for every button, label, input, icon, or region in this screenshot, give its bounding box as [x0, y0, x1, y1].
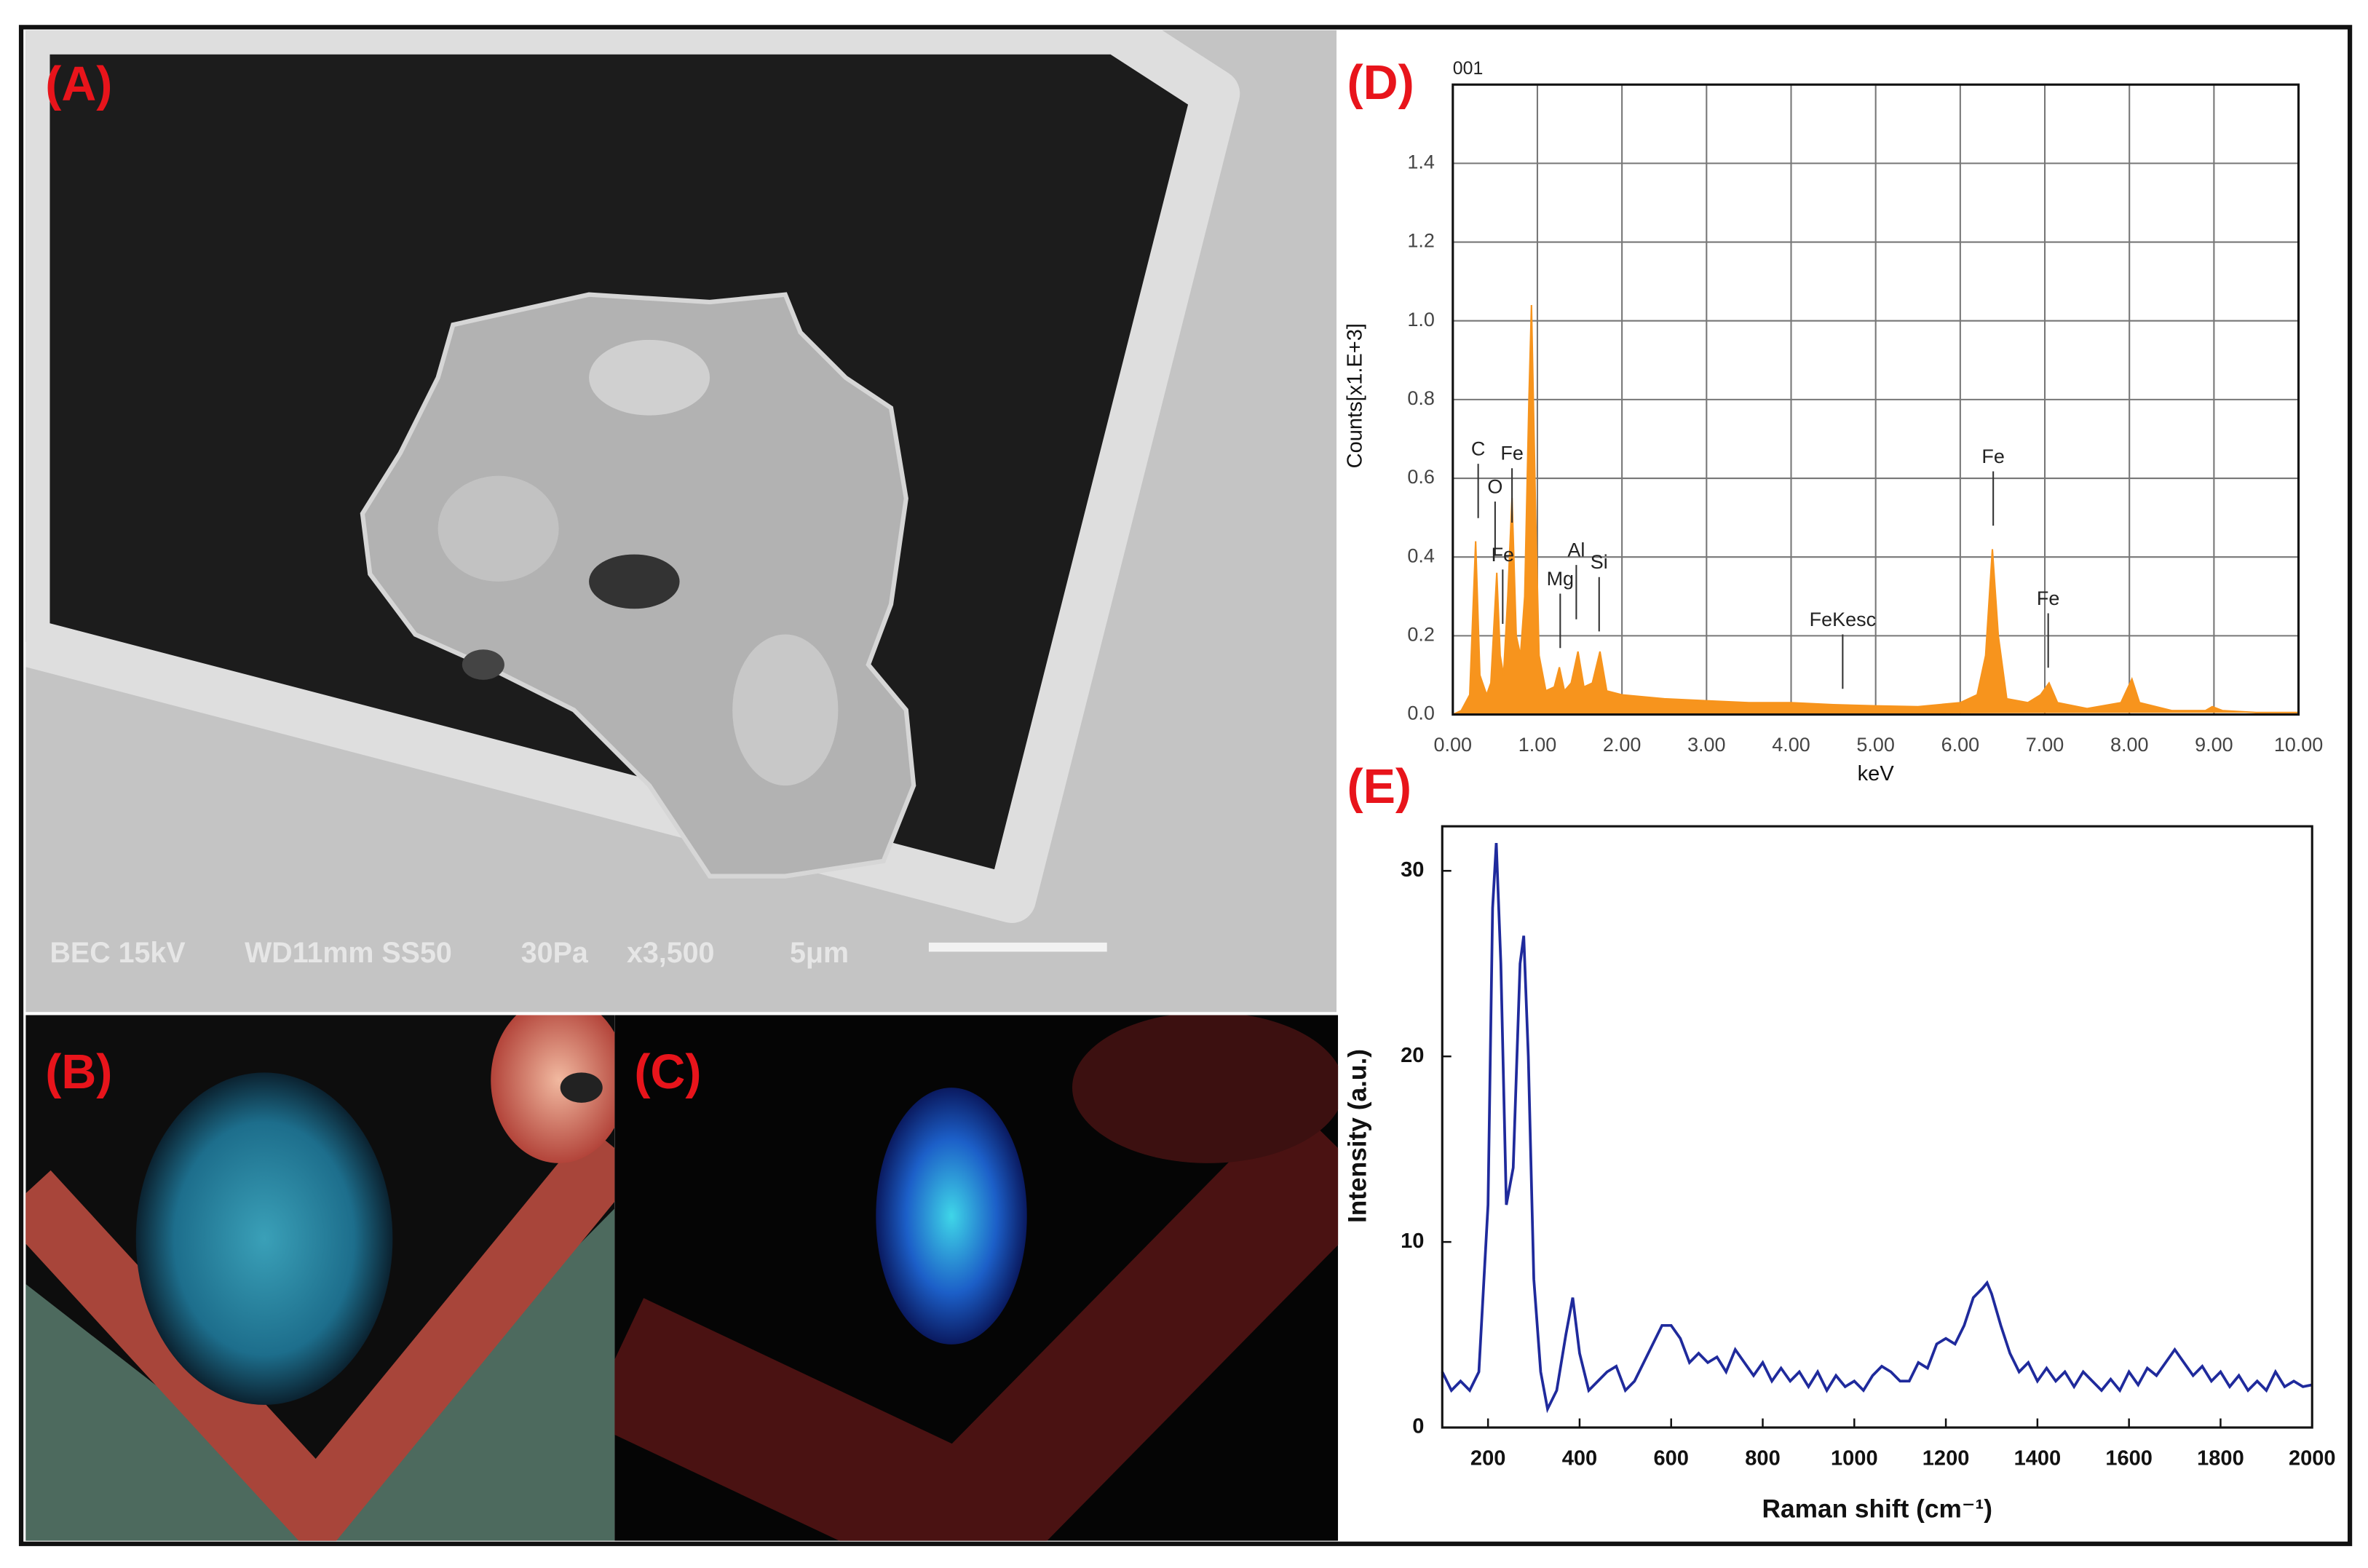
x-tick-label: 1200 — [1922, 1446, 1970, 1470]
x-axis-label: Raman shift (cm⁻¹) — [1762, 1494, 1992, 1523]
x-tick-label: 1400 — [2014, 1446, 2062, 1470]
x-tick-label: 2.00 — [1603, 734, 1641, 756]
sem-grain — [437, 475, 559, 582]
optical-grid-corner — [491, 1015, 615, 1163]
peak-label: C — [1471, 438, 1485, 460]
plot-frame — [1452, 83, 2300, 716]
optical-image — [25, 1015, 615, 1541]
y-tick-label: 0.2 — [1407, 623, 1434, 645]
y-tick-label: 0 — [1412, 1415, 1424, 1438]
y-tick-label: 10 — [1401, 1230, 1424, 1253]
y-tick-label: 1.0 — [1407, 309, 1434, 330]
peak-label: Fe — [1500, 443, 1523, 464]
x-tick-label: 400 — [1562, 1446, 1597, 1470]
peak-label: Fe — [1492, 544, 1514, 566]
spectrum-line — [1441, 842, 2313, 1414]
x-tick-label: 200 — [1470, 1446, 1505, 1470]
panel-label: (A) — [45, 58, 112, 111]
sem-caption: 30Pa — [521, 937, 589, 969]
y-tick-label: 1.4 — [1407, 151, 1434, 173]
x-tick-label: 1000 — [1831, 1446, 1878, 1470]
panel-label: (C) — [634, 1045, 701, 1099]
panel-label: (D) — [1347, 56, 1414, 110]
peak-label: O — [1487, 475, 1502, 497]
y-axis-label: Counts[x1.E+3] — [1344, 323, 1367, 468]
chart-title: 001 — [1453, 58, 1484, 79]
y-tick-label: 20 — [1401, 1044, 1424, 1067]
x-tick-label: 2000 — [2289, 1446, 2336, 1470]
sem-grain — [589, 339, 710, 416]
sem-caption: 5μm — [790, 937, 849, 969]
optical-particle — [135, 1072, 393, 1405]
y-tick-label: 30 — [1401, 858, 1424, 882]
y-tick-label: 0.8 — [1407, 387, 1434, 409]
fluorescence-grid-bar — [614, 1100, 1339, 1541]
x-axis-label: keV — [1858, 762, 1895, 785]
sem-caption: WD11mm SS50 — [245, 937, 452, 969]
sem-pore — [462, 649, 504, 680]
peak-label: Si — [1591, 551, 1608, 573]
sem-grain — [732, 634, 839, 786]
x-tick-label: 5.00 — [1856, 734, 1894, 756]
x-tick-label: 8.00 — [2110, 734, 2148, 756]
x-tick-label: 600 — [1654, 1446, 1689, 1470]
peak-label: Al — [1567, 539, 1585, 561]
peak-label: FeKesc — [1810, 609, 1876, 630]
peak-label: Fe — [1981, 446, 2004, 467]
y-tick-label: 0.4 — [1407, 545, 1434, 566]
panel-label: (E) — [1347, 760, 1411, 814]
fluorescence-image — [614, 1015, 1339, 1541]
x-tick-label: 1800 — [2197, 1446, 2244, 1470]
sem-image: BEC 15kV WD11mm SS50 30Pa x3,500 5μm — [25, 30, 1337, 1013]
x-tick-label: 7.00 — [2026, 734, 2064, 756]
x-tick-label: 4.00 — [1772, 734, 1810, 756]
x-tick-label: 1600 — [2105, 1446, 2153, 1470]
optical-grid-bar — [25, 1126, 615, 1541]
peak-label: Fe — [2037, 587, 2059, 609]
y-tick-label: 1.2 — [1407, 230, 1434, 252]
y-tick-label: 0.0 — [1407, 702, 1434, 724]
optical-substrate — [25, 1208, 615, 1541]
x-tick-label: 0.00 — [1434, 734, 1472, 756]
sem-caption: BEC 15kV — [50, 937, 186, 969]
plot-frame — [1441, 825, 2313, 1429]
x-tick-label: 800 — [1745, 1446, 1780, 1470]
optical-spot — [560, 1072, 603, 1103]
x-tick-label: 10.00 — [2274, 734, 2323, 756]
fluorescence-glow — [1072, 1015, 1339, 1163]
spectrum-area — [1452, 305, 2299, 716]
panel-label: (B) — [45, 1045, 112, 1099]
sem-caption: x3,500 — [627, 937, 715, 969]
y-tick-label: 0.6 — [1407, 466, 1434, 488]
peak-label: Mg — [1547, 568, 1574, 590]
x-tick-label: 1.00 — [1518, 734, 1556, 756]
x-tick-label: 3.00 — [1687, 734, 1725, 756]
x-tick-label: 6.00 — [1941, 734, 1979, 756]
y-axis-label: Intensity (a.u.) — [1343, 1049, 1371, 1223]
x-tick-label: 9.00 — [2195, 734, 2233, 756]
sem-pore — [589, 554, 680, 609]
fluorescence-particle — [876, 1088, 1027, 1345]
